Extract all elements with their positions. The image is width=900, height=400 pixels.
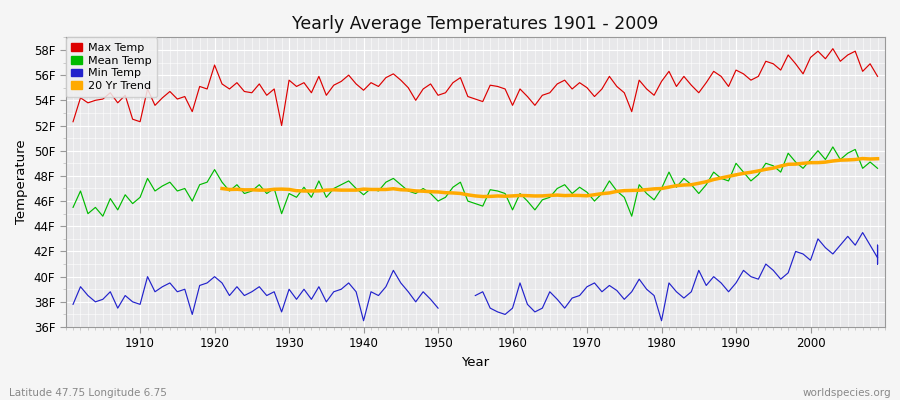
X-axis label: Year: Year [461,356,490,369]
Title: Yearly Average Temperatures 1901 - 2009: Yearly Average Temperatures 1901 - 2009 [292,15,659,33]
Text: Latitude 47.75 Longitude 6.75: Latitude 47.75 Longitude 6.75 [9,388,166,398]
Legend: Max Temp, Mean Temp, Min Temp, 20 Yr Trend: Max Temp, Mean Temp, Min Temp, 20 Yr Tre… [66,37,157,97]
Y-axis label: Temperature: Temperature [15,140,28,224]
Text: worldspecies.org: worldspecies.org [803,388,891,398]
